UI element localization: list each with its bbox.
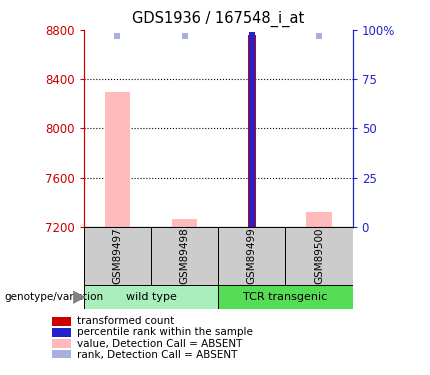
Bar (52, 328, 71, 337)
Bar (286, 227, 353, 285)
Text: genotype/variation: genotype/variation (4, 292, 104, 302)
Bar (52, 351, 71, 360)
Bar (84, 285, 218, 309)
Bar (248, 35, 256, 227)
Bar (172, 219, 197, 227)
Bar (151, 227, 218, 285)
Bar (218, 285, 353, 309)
Title: GDS1936 / 167548_i_at: GDS1936 / 167548_i_at (132, 11, 304, 27)
Text: GSM89500: GSM89500 (314, 228, 324, 284)
Text: rank, Detection Call = ABSENT: rank, Detection Call = ABSENT (77, 350, 237, 360)
Bar (52, 317, 71, 326)
Bar (218, 227, 286, 285)
Text: GSM89498: GSM89498 (180, 228, 190, 284)
Text: GSM89497: GSM89497 (112, 228, 123, 284)
Bar (249, 32, 255, 227)
Bar (52, 339, 71, 348)
Text: GSM89499: GSM89499 (247, 228, 257, 284)
Text: wild type: wild type (126, 292, 176, 302)
Text: TCR transgenic: TCR transgenic (243, 292, 328, 302)
Text: transformed count: transformed count (77, 316, 174, 326)
Text: percentile rank within the sample: percentile rank within the sample (77, 327, 253, 338)
Bar (306, 212, 332, 227)
Text: value, Detection Call = ABSENT: value, Detection Call = ABSENT (77, 339, 243, 349)
Bar (84, 227, 151, 285)
Bar (104, 92, 130, 227)
